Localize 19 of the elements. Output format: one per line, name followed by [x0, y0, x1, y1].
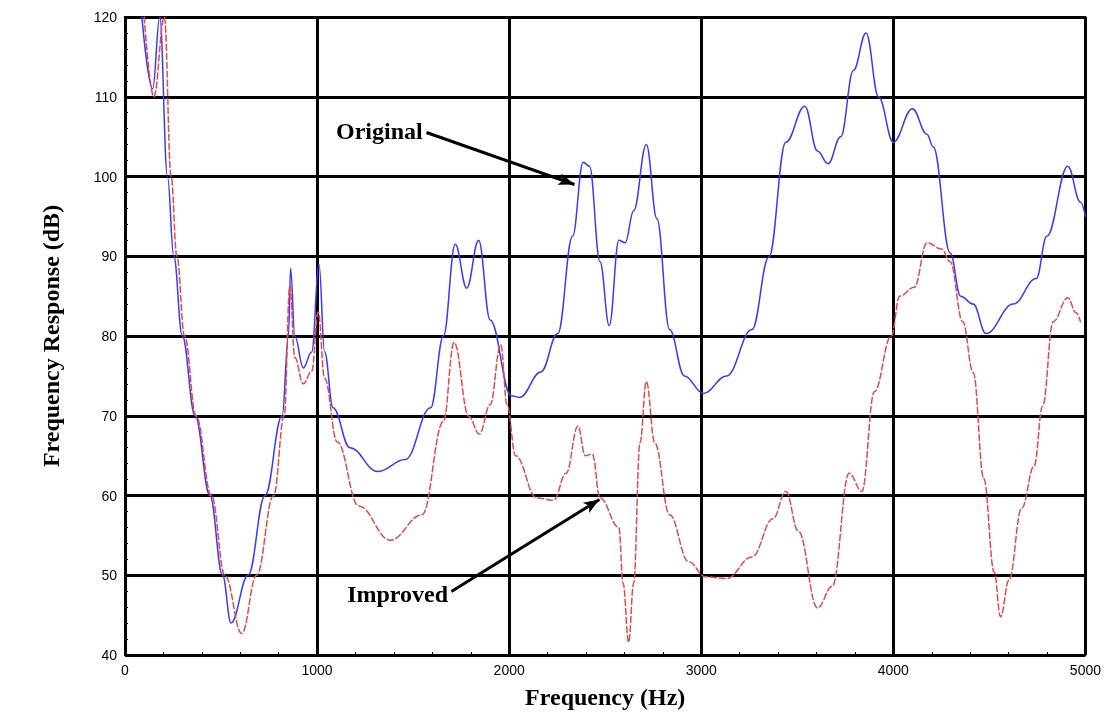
y-tick-label: 110: [94, 88, 118, 105]
x-tick-label: 0: [121, 662, 130, 678]
y-tick-label: 60: [101, 487, 118, 504]
y-tick-label: 70: [101, 407, 118, 424]
x-tick-label: 3000: [685, 662, 718, 678]
y-tick-label: 50: [101, 567, 118, 584]
x-tick-label: 2000: [493, 662, 525, 678]
x-tick-label: 5000: [1069, 662, 1102, 678]
x-tick-label: 4000: [877, 662, 910, 678]
y-tick-label: 80: [101, 328, 118, 344]
y-axis-title: Frequency Response (dB): [38, 204, 64, 468]
y-tick-label: 40: [101, 647, 118, 663]
y-tick-label: 100: [93, 168, 118, 185]
annotation: Original: [336, 118, 424, 145]
x-tick-label: 1000: [301, 662, 333, 678]
y-tick-label: 120: [93, 9, 118, 25]
y-tick-label: 90: [101, 248, 118, 265]
x-axis-title: Frequency (Hz): [525, 684, 686, 710]
annotation: Improved: [347, 580, 449, 607]
